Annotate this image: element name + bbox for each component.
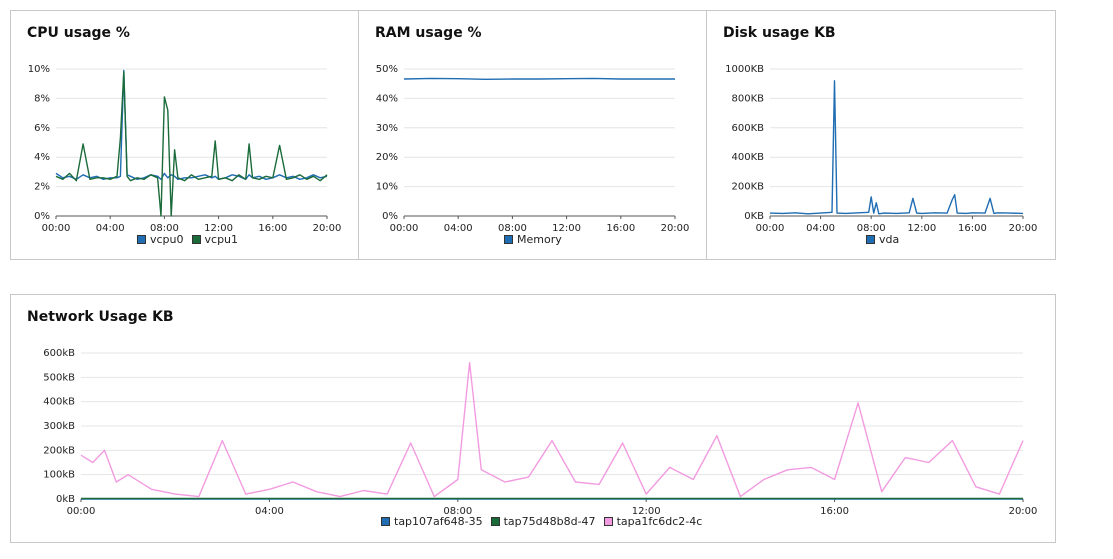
x-tick-label: 20:00	[1009, 506, 1038, 517]
x-tick-label: 12:00	[632, 506, 661, 517]
cpu-usage-title: CPU usage %	[27, 25, 130, 41]
ram-usage-legend: Memory	[504, 233, 562, 246]
x-tick-label: 00:00	[67, 506, 96, 517]
y-tick-label: 40%	[376, 93, 398, 104]
y-tick-label: 20%	[376, 152, 398, 163]
legend-label: tapa1fc6dc2-4c	[616, 515, 703, 528]
series-line-vcpu0	[55, 69, 328, 181]
cpu-usage-chart: 0% 2% 4% 6% 8% 10% 00:00 04:00 08:00 12:00 16:00 20…	[28, 64, 342, 234]
y-tick-label: 8%	[34, 93, 50, 104]
y-tick-label: 0KB	[744, 211, 764, 222]
legend-swatch	[490, 517, 500, 526]
y-tick-label: 2%	[34, 182, 50, 193]
x-tick-label: 04:00	[806, 223, 835, 234]
x-tick-label: 04:00	[255, 506, 284, 517]
y-tick-label: 0kB	[56, 494, 75, 505]
legend-swatch	[504, 235, 513, 244]
x-tick-label: 08:00	[150, 223, 179, 234]
legend-item-Memory[interactable]: Memory	[504, 233, 562, 246]
x-tick-label: 16:00	[258, 223, 287, 234]
legend-swatch	[603, 517, 613, 526]
cpu-usage-panel: CPU usage % 0% 2% 4% 6% 8% 10% 00:00 04:00 08:00…	[10, 10, 359, 260]
x-tick-label: 16:00	[958, 223, 987, 234]
y-tick-label: 200KB	[731, 182, 764, 193]
x-tick-label: 00:00	[756, 223, 785, 234]
legend-label: vcpu1	[204, 233, 239, 246]
x-tick-label: 12:00	[204, 223, 233, 234]
ram-usage-title: RAM usage %	[375, 25, 482, 41]
x-tick-label: 08:00	[443, 506, 472, 517]
legend-item-vda[interactable]: vda	[866, 233, 899, 246]
legend-item-tap75d48b8d-47[interactable]: tap75d48b8d-47	[490, 515, 596, 528]
x-tick-label: 08:00	[857, 223, 886, 234]
y-tick-label: 0%	[382, 211, 398, 222]
legend-item-vcpu1[interactable]: vcpu1	[191, 233, 239, 246]
legend-swatch	[381, 517, 390, 526]
series-line-tapa1fc6dc2-4c	[80, 361, 1024, 498]
legend-label: Memory	[517, 233, 562, 246]
y-tick-label: 30%	[376, 123, 398, 134]
y-tick-label: 200kB	[43, 445, 75, 456]
network-usage-legend: tap107af648-35 tap75d48b8d-47 tapa1fc6dc2-…	[381, 515, 702, 528]
legend-item-tapa1fc6dc2-4c[interactable]: tapa1fc6dc2-4c	[603, 515, 703, 528]
x-tick-label: 16:00	[820, 506, 849, 517]
x-tick-label: 12:00	[907, 223, 936, 234]
y-tick-label: 800KB	[731, 93, 764, 104]
legend-swatch	[191, 235, 201, 244]
y-tick-label: 4%	[34, 152, 50, 163]
y-tick-label: 50%	[376, 64, 398, 75]
x-tick-label: 16:00	[606, 223, 635, 234]
y-tick-label: 300kB	[43, 421, 75, 432]
legend-item-vcpu0[interactable]: vcpu0	[137, 233, 184, 246]
x-tick-label: 20:00	[661, 223, 690, 234]
legend-swatch	[866, 235, 875, 244]
y-tick-label: 1000KB	[725, 64, 764, 75]
y-tick-label: 10%	[376, 182, 398, 193]
x-tick-label: 20:00	[1009, 223, 1038, 234]
legend-label: vda	[879, 233, 900, 246]
y-tick-label: 400kB	[43, 397, 75, 408]
network-usage-title: Network Usage KB	[27, 309, 174, 325]
network-usage-panel: Network Usage KB 0kB 100kB 200kB 300kB 400kB…	[10, 294, 1056, 543]
x-tick-label: 00:00	[390, 223, 419, 234]
disk-usage-panel: Disk usage KB 0KB 200KB 400KB 600KB 800KB 100…	[706, 10, 1056, 260]
y-tick-label: 400KB	[731, 152, 764, 163]
x-tick-label: 00:00	[42, 223, 71, 234]
legend-swatch	[137, 235, 146, 244]
x-tick-label: 04:00	[96, 223, 125, 234]
x-tick-label: 08:00	[498, 223, 527, 234]
legend-item-tap107af648-35[interactable]: tap107af648-35	[381, 515, 483, 528]
cpu-usage-legend: vcpu0 vcpu1	[137, 233, 238, 246]
series-line-vcpu1	[55, 71, 328, 217]
disk-usage-title: Disk usage KB	[723, 25, 836, 41]
series-line-vda	[769, 80, 1024, 215]
y-tick-label: 6%	[34, 123, 50, 134]
legend-label: vcpu0	[150, 233, 184, 246]
legend-label: tap107af648-35	[394, 515, 483, 528]
ram-usage-chart: 0% 10% 20% 30% 40% 50% 00:00 04:00 08:00 12:00 16:…	[376, 64, 690, 234]
y-tick-label: 600kB	[43, 348, 75, 359]
y-tick-label: 100kB	[43, 470, 75, 481]
ram-usage-panel: RAM usage % 0% 10% 20% 30% 40% 50% 00:00 04:00 0…	[358, 10, 707, 260]
legend-label: tap75d48b8d-47	[503, 515, 596, 528]
x-tick-label: 04:00	[444, 223, 473, 234]
y-tick-label: 600KB	[731, 123, 764, 134]
y-tick-label: 500kB	[43, 372, 75, 383]
disk-usage-legend: vda	[866, 233, 899, 246]
x-tick-label: 20:00	[313, 223, 342, 234]
series-line-Memory	[403, 77, 675, 81]
disk-usage-chart: 0KB 200KB 400KB 600KB 800KB 1000KB 00:00 04:00 0…	[725, 64, 1038, 234]
y-tick-label: 0%	[34, 211, 50, 222]
network-usage-chart: 0kB 100kB 200kB 300kB 400kB 500kB 600kB 00:00 04…	[43, 348, 1038, 517]
y-tick-label: 10%	[28, 64, 50, 75]
x-tick-label: 12:00	[552, 223, 581, 234]
